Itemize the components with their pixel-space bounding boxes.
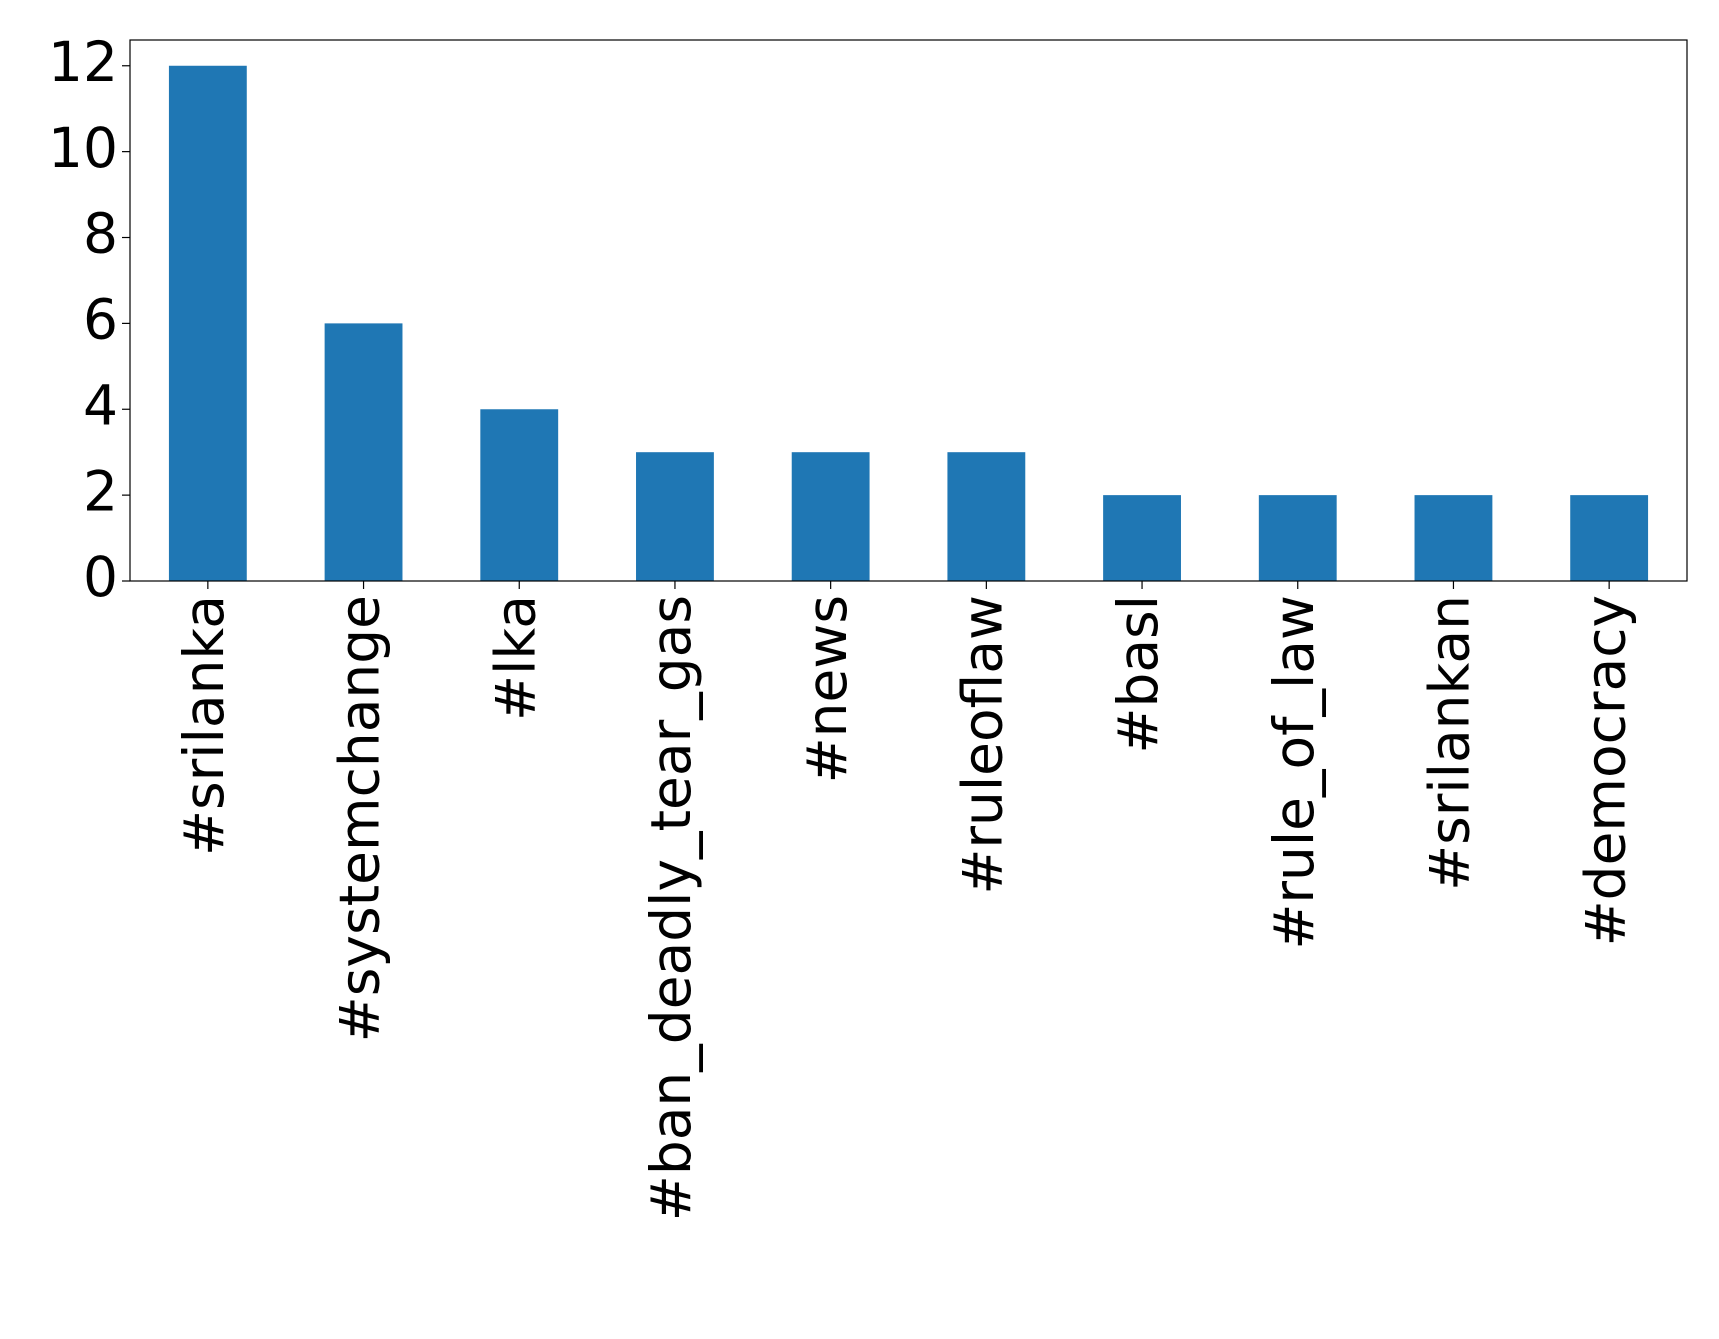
bar	[1570, 495, 1649, 581]
bar	[324, 323, 403, 581]
x-tick-label: #democracy	[1573, 595, 1637, 946]
bar	[636, 452, 714, 581]
y-tick-label: 2	[83, 459, 118, 523]
bar	[791, 452, 870, 581]
y-tick-label: 6	[83, 288, 118, 352]
bar	[1258, 495, 1337, 581]
x-tick-label: #basl	[1106, 595, 1170, 754]
bar	[168, 65, 247, 581]
x-tick-label: #srilanka	[172, 595, 236, 856]
y-tick-label: 0	[83, 545, 118, 609]
x-tick-label: #rule_of_law	[1262, 595, 1326, 950]
x-tick-label: #srilankan	[1418, 595, 1482, 891]
bar	[1103, 495, 1181, 581]
x-tick-label: #ruleoflaw	[950, 595, 1014, 895]
plot-frame	[129, 39, 1688, 582]
y-tick-label: 12	[48, 30, 118, 94]
bar	[947, 452, 1026, 581]
x-tick-label: #systemchange	[328, 595, 392, 1042]
y-tick-label: 4	[83, 373, 118, 437]
x-tick-label: #lka	[483, 595, 547, 721]
x-tick-label: #news	[795, 595, 859, 783]
y-tick-label: 8	[83, 202, 118, 266]
bar	[1414, 495, 1493, 581]
bar	[480, 409, 559, 581]
y-tick-label: 10	[48, 116, 118, 180]
x-tick-label: #ban_deadly_tear_gas	[639, 595, 703, 1221]
